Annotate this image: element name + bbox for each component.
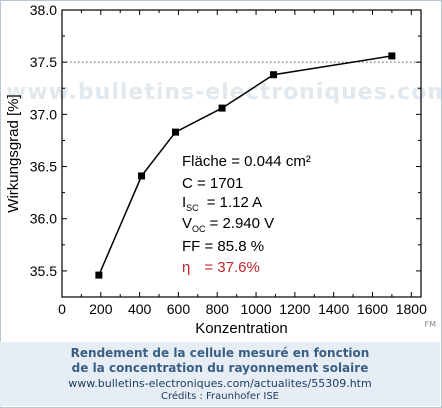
x-tick-label: 1800 [396, 301, 427, 317]
x-tick-label: 1200 [279, 301, 310, 317]
x-tick-label: 400 [128, 301, 152, 317]
figure-caption: Rendement de la cellule mesuré en foncti… [0, 342, 440, 406]
x-tick-label: 800 [206, 301, 230, 317]
data-point [138, 172, 146, 180]
annotation-eta: η = 37.6% [182, 259, 260, 276]
data-point [95, 271, 103, 279]
eta-symbol: η [182, 259, 191, 276]
annotation-ff: FF = 85.8 % [182, 238, 265, 255]
y-tick-label: 36.5 [30, 159, 57, 175]
eta-value: = 37.6% [204, 259, 260, 276]
caption-credits: Crédits : Fraunhofer ISE [161, 391, 279, 402]
corner-mark: FM [424, 320, 436, 329]
x-tick-label: 1000 [240, 301, 271, 317]
isc-value: = 1.12 A [206, 194, 263, 211]
annotation-isc: ISC = 1.12 A [182, 194, 262, 213]
plot-frame [61, 9, 422, 298]
data-point [172, 128, 180, 136]
voc-value: = 2.940 V [209, 215, 275, 232]
x-tick-label: 0 [58, 301, 66, 317]
isc-symbol: I [182, 194, 187, 211]
y-tick-label: 37.0 [30, 106, 57, 122]
x-tick-label: 1600 [357, 301, 388, 317]
annotation-area: Fläche = 0.044 cm² [182, 153, 311, 170]
voc-symbol: V [182, 215, 193, 232]
line-chart: 0 200 400 600 800 1000 1200 1400 1600 1800 35.5 36.… [5, 2, 427, 337]
voc-subscript: OC [192, 224, 206, 234]
isc-subscript: SC [186, 203, 199, 213]
y-tick-label: 35.5 [30, 263, 57, 279]
annotation-voc: VOC = 2.940 V [182, 215, 274, 234]
data-point [218, 104, 226, 112]
data-point [270, 71, 278, 79]
caption-title-line-1: Rendement de la cellule mesuré en foncti… [70, 346, 370, 360]
caption-source-link[interactable]: www.bulletins-electroniques.com/actualit… [68, 377, 372, 390]
y-tick-label: 37.5 [30, 54, 57, 70]
annotation-c: C = 1701 [182, 175, 244, 192]
y-tick-label: 36.0 [30, 211, 57, 227]
x-tick-label: 600 [167, 301, 191, 317]
data-point [388, 52, 396, 60]
series-line [98, 55, 393, 276]
x-tick-label: 200 [89, 301, 113, 317]
watermark-text: www.bulletins-electroniques.com [6, 80, 442, 105]
caption-title-line-2: de la concentration du rayonnement solai… [71, 361, 369, 375]
y-axis-title: Wirkungsgrad [%] [5, 94, 22, 212]
x-tick-label: 1400 [318, 301, 349, 317]
x-axis-title: Konzentration [195, 320, 288, 337]
y-tick-label: 38.0 [30, 2, 57, 18]
